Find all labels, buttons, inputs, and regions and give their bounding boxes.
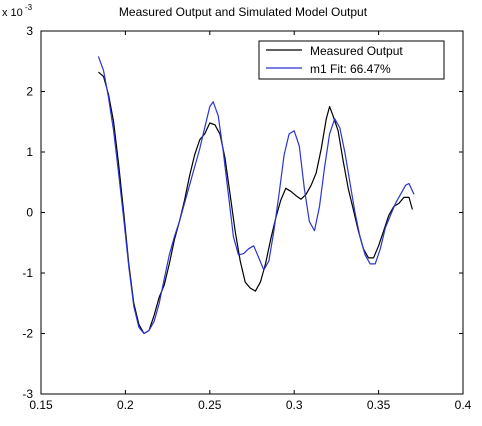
y-exponent-base: x 10 [2, 7, 23, 19]
legend: Measured Output m1 Fit: 66.47% [258, 40, 445, 80]
x-tick-label-0-15: 0.15 [29, 398, 53, 412]
y-tick-label-2: -2 [22, 327, 33, 341]
x-tick-label-0-4: 0.4 [455, 398, 472, 412]
series-layer [97, 56, 415, 335]
x-tick-label-0-35: 0.35 [367, 398, 391, 412]
series-line-m1-fit-66-47 [97, 56, 415, 335]
y-tick-label-3: -3 [22, 387, 33, 401]
legend-label-measured-output: Measured Output [310, 44, 403, 58]
y-tick-label-1: 1 [26, 145, 33, 159]
y-axis: -3 -2 -1 0 1 2 3 [22, 24, 463, 401]
y-tick-label-3: 3 [26, 24, 33, 38]
legend-label-m1-fit: m1 Fit: 66.47% [310, 62, 391, 76]
y-tick-label-0: 0 [26, 206, 33, 220]
y-exponent-label: x 10 -3 [2, 3, 33, 19]
y-tick-label-2: 2 [26, 85, 33, 99]
legend-box [258, 40, 445, 80]
x-tick-label-0-25: 0.25 [198, 398, 222, 412]
x-axis: 0.15 0.2 0.25 0.3 0.35 0.4 [29, 31, 472, 412]
y-exponent-power: -3 [25, 3, 33, 12]
y-tick-label-1: -1 [22, 266, 33, 280]
x-tick-label-0-3: 0.3 [286, 398, 303, 412]
x-tick-label-0-2: 0.2 [117, 398, 134, 412]
chart-title: Measured Output and Simulated Model Outp… [119, 5, 368, 19]
